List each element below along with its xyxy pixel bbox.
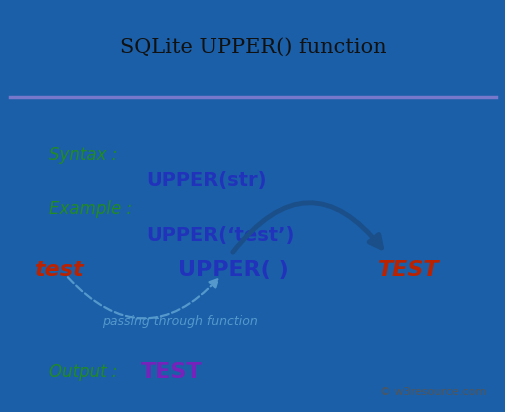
Text: TEST: TEST: [377, 260, 438, 281]
Text: © w3resource.com: © w3resource.com: [379, 387, 485, 397]
Text: UPPER( ): UPPER( ): [178, 260, 288, 281]
Text: TEST: TEST: [141, 362, 203, 382]
Text: Output :: Output :: [49, 363, 117, 381]
Text: Example :: Example :: [49, 200, 132, 218]
Text: Syntax :: Syntax :: [49, 146, 117, 164]
Text: test: test: [34, 260, 83, 281]
Text: SQLite UPPER() function: SQLite UPPER() function: [120, 38, 385, 57]
Text: UPPER(‘test’): UPPER(‘test’): [146, 225, 294, 245]
Text: UPPER(str): UPPER(str): [146, 171, 266, 190]
Text: passing through function: passing through function: [102, 315, 258, 328]
